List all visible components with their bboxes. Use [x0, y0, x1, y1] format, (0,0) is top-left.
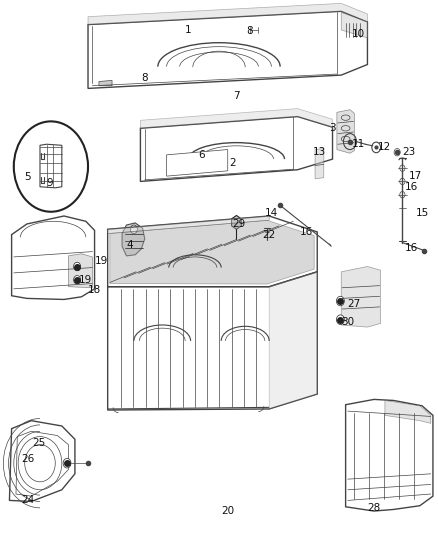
Text: 4: 4 — [126, 240, 133, 250]
Text: 20: 20 — [221, 506, 234, 516]
Text: 25: 25 — [32, 438, 46, 448]
Polygon shape — [122, 223, 145, 256]
Polygon shape — [108, 216, 269, 233]
Circle shape — [336, 315, 344, 325]
Polygon shape — [166, 150, 228, 176]
Circle shape — [131, 225, 138, 233]
Text: 26: 26 — [21, 454, 35, 464]
Text: 15: 15 — [415, 208, 429, 219]
Text: 10: 10 — [352, 29, 365, 39]
Text: 9: 9 — [46, 177, 53, 188]
Polygon shape — [315, 149, 324, 179]
Text: 11: 11 — [352, 139, 365, 149]
Text: 27: 27 — [348, 298, 361, 309]
Polygon shape — [337, 110, 354, 154]
Text: 7: 7 — [233, 91, 240, 101]
Polygon shape — [110, 220, 314, 284]
Text: 24: 24 — [21, 495, 35, 505]
Text: 1: 1 — [185, 25, 192, 35]
Polygon shape — [341, 266, 381, 327]
Polygon shape — [269, 272, 317, 409]
Text: 16: 16 — [404, 182, 418, 192]
Polygon shape — [232, 215, 241, 229]
Text: 12: 12 — [378, 142, 392, 152]
Text: 18: 18 — [88, 286, 101, 295]
Circle shape — [63, 458, 71, 468]
Text: 30: 30 — [341, 317, 354, 327]
Text: 19: 19 — [95, 256, 108, 266]
Text: 5: 5 — [25, 172, 31, 182]
Text: 8: 8 — [246, 26, 253, 36]
Circle shape — [14, 122, 88, 212]
Text: 19: 19 — [79, 275, 92, 285]
Polygon shape — [68, 254, 92, 288]
Text: 6: 6 — [198, 150, 205, 160]
Text: 2: 2 — [229, 158, 235, 168]
Polygon shape — [99, 80, 112, 86]
Text: 23: 23 — [402, 147, 416, 157]
Text: 28: 28 — [367, 503, 381, 513]
Text: 22: 22 — [263, 230, 276, 240]
Text: 29: 29 — [232, 219, 245, 229]
Text: 17: 17 — [409, 171, 422, 181]
Polygon shape — [88, 3, 367, 25]
Circle shape — [74, 276, 81, 284]
Circle shape — [336, 296, 344, 306]
Polygon shape — [385, 400, 431, 423]
Text: 14: 14 — [265, 208, 278, 219]
Polygon shape — [141, 109, 332, 128]
Text: 3: 3 — [329, 123, 336, 133]
Circle shape — [74, 262, 81, 271]
Text: 8: 8 — [141, 73, 148, 83]
Polygon shape — [341, 12, 367, 38]
Text: 13: 13 — [313, 147, 326, 157]
Text: 16: 16 — [300, 227, 313, 237]
Text: 16: 16 — [404, 243, 418, 253]
